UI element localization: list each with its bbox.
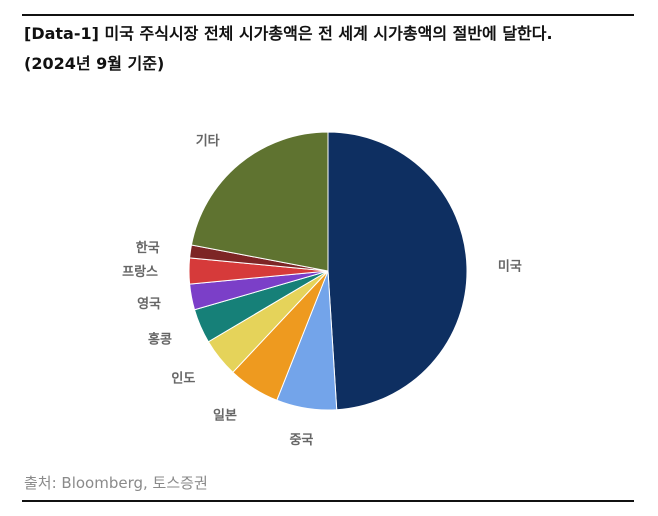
pie-label-6: 프랑스 (122, 265, 158, 280)
top-rule (22, 14, 634, 16)
pie-label-3: 인도 (171, 370, 195, 386)
pie-label-7: 한국 (136, 240, 160, 256)
pie-label-0: 미국 (498, 259, 522, 275)
bottom-rule (22, 500, 634, 502)
pie-label-5: 영국 (137, 297, 161, 312)
pie-slice-0 (327, 131, 468, 411)
pie-label-4: 홍콩 (148, 332, 172, 348)
pie-label-2: 일본 (213, 409, 237, 424)
pie-label-1: 중국 (289, 433, 313, 448)
chart-subtitle: (2024년 9월 기준) (24, 54, 165, 73)
source-note: 출처: Bloomberg, 토스증권 (24, 474, 208, 492)
pie-slice-8 (190, 131, 329, 272)
pie-label-8: 기타 (196, 133, 220, 149)
chart-title: [Data-1] 미국 주식시장 전체 시가총액은 전 세계 시가총액의 절반에… (24, 24, 553, 43)
